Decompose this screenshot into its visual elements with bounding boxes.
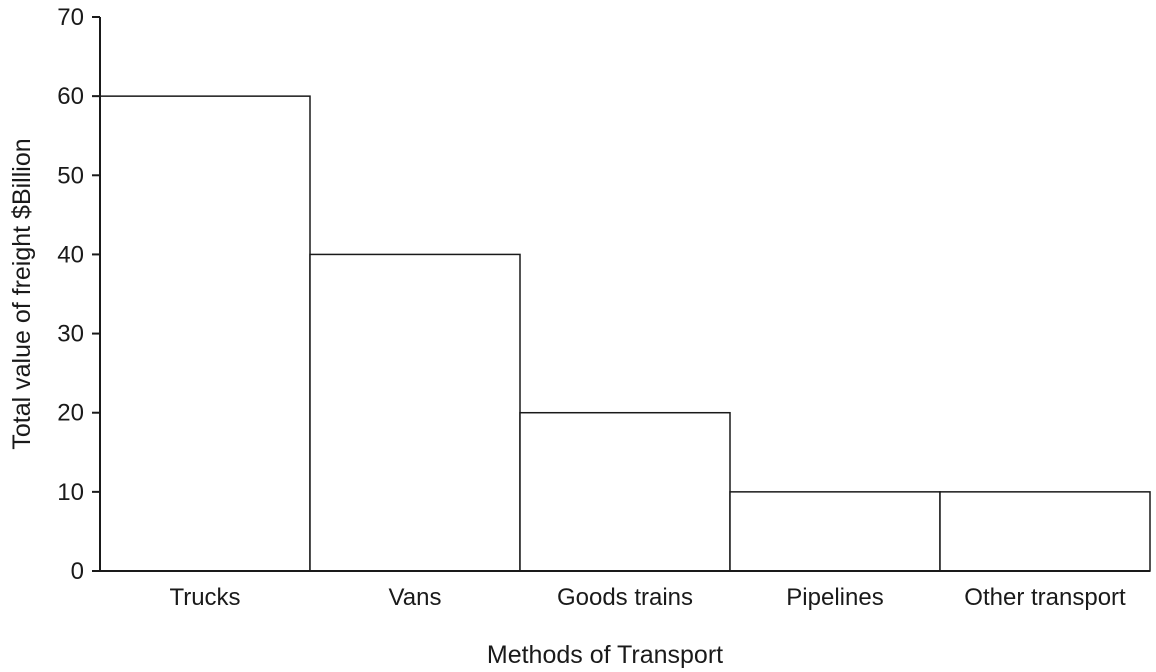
x-tick-label: Pipelines — [786, 584, 883, 611]
x-tick-label: Vans — [389, 584, 442, 611]
x-tick-label: Goods trains — [557, 584, 693, 611]
x-axis-title: Methods of Transport — [487, 641, 723, 669]
x-tick-label: Trucks — [169, 584, 240, 611]
y-axis-title: Total value of freight $Billion — [8, 138, 36, 449]
bar-other-transport — [939, 491, 1151, 572]
bar-pipelines — [729, 491, 941, 572]
y-ticks-group: 0 10 20 30 40 50 60 70 — [57, 4, 100, 585]
bar-trucks — [99, 95, 311, 572]
bars-group — [99, 95, 1151, 572]
x-tick-label: Other transport — [964, 584, 1126, 611]
y-tick-label: 30 — [57, 321, 84, 348]
y-tick-label: 60 — [57, 83, 84, 110]
y-tick-label: 40 — [57, 241, 84, 268]
y-tick-label: 20 — [57, 400, 84, 427]
bar-goods-trains — [519, 411, 731, 572]
y-tick-label: 0 — [71, 558, 84, 585]
bar-vans — [309, 253, 521, 572]
x-labels-group: Trucks Vans Goods trains Pipelines Other tra… — [169, 584, 1126, 611]
y-tick-label: 50 — [57, 162, 84, 189]
y-tick-label: 10 — [57, 479, 84, 506]
y-tick-label: 70 — [57, 4, 84, 31]
